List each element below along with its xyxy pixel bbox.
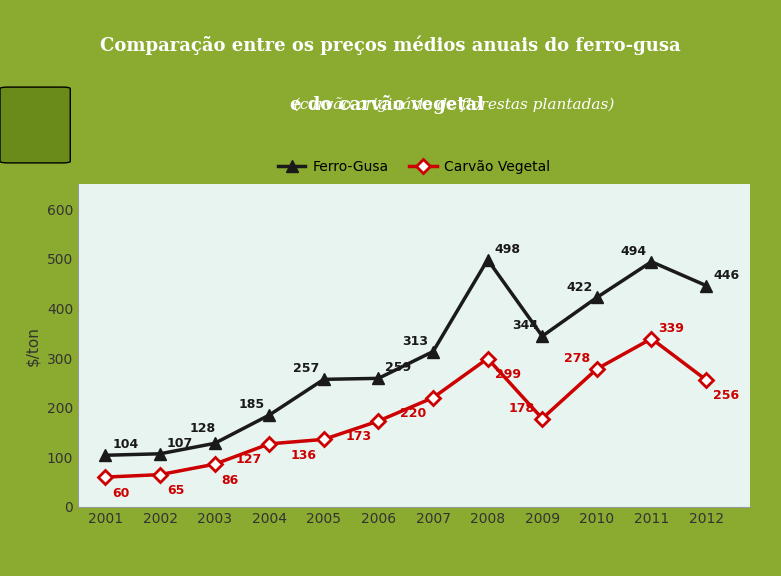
Text: 498: 498 [494, 243, 521, 256]
Text: 107: 107 [167, 437, 193, 450]
Text: 86: 86 [222, 473, 239, 487]
Y-axis label: $/ton: $/ton [25, 325, 40, 366]
Text: (carvão originário de florestas plantadas): (carvão originário de florestas plantada… [167, 97, 614, 112]
Text: 494: 494 [621, 245, 647, 258]
Text: 128: 128 [190, 422, 216, 435]
Text: 259: 259 [385, 361, 412, 374]
Text: 185: 185 [239, 398, 265, 411]
Text: 446: 446 [713, 268, 739, 282]
Text: 256: 256 [713, 389, 739, 402]
Text: 173: 173 [345, 430, 371, 444]
Text: 104: 104 [112, 438, 138, 452]
Text: 313: 313 [402, 335, 429, 347]
Text: 299: 299 [494, 368, 521, 381]
Legend: Ferro-Gusa, Carvão Vegetal: Ferro-Gusa, Carvão Vegetal [272, 154, 556, 180]
FancyBboxPatch shape [0, 87, 70, 163]
Text: 339: 339 [658, 322, 684, 335]
Text: e do carvão vegetal: e do carvão vegetal [291, 96, 490, 114]
Text: 136: 136 [291, 449, 316, 462]
Text: 127: 127 [236, 453, 262, 467]
Text: 257: 257 [294, 362, 319, 376]
Text: 220: 220 [400, 407, 426, 420]
Text: 65: 65 [167, 484, 184, 497]
Text: 178: 178 [509, 401, 535, 415]
Text: 60: 60 [112, 487, 130, 499]
Text: 344: 344 [512, 319, 538, 332]
Text: 422: 422 [566, 281, 593, 294]
Text: Comparação entre os preços médios anuais do ferro-gusa: Comparação entre os preços médios anuais… [100, 35, 681, 55]
Text: 278: 278 [564, 352, 590, 365]
